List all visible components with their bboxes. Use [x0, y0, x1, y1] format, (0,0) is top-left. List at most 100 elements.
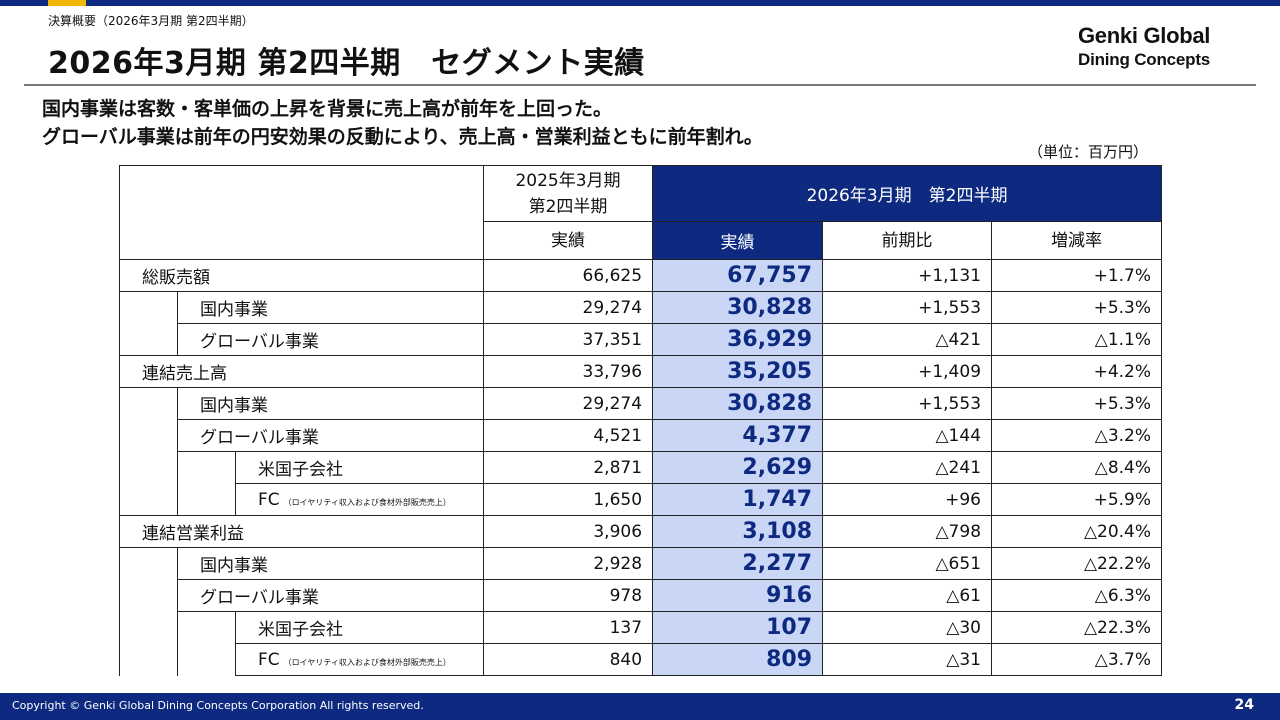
row-label-text: 米国子会社 — [258, 460, 343, 480]
prev-value: 29,274 — [483, 387, 654, 420]
summary-line1: 国内事業は客数・客単価の上昇を背景に売上高が前年を上回った。 — [42, 98, 613, 120]
row-label-text: FC — [258, 649, 280, 670]
prev-value: 66,625 — [483, 259, 654, 292]
page-number: 24 — [1234, 697, 1254, 713]
indent-cell — [119, 291, 178, 324]
row-label-note: （ロイヤリティ収入および食材外部販売売上） — [283, 657, 451, 667]
table-row: FC （ロイヤリティ収入および食材外部販売売上） 840 809 △31 △3.7% — [119, 643, 1163, 676]
col-rate: 増減率 — [991, 221, 1163, 260]
indent-cell — [119, 387, 178, 420]
prev-value: 978 — [483, 579, 654, 612]
prev-value: 37,351 — [483, 323, 654, 356]
rate-value: △8.4% — [991, 451, 1163, 484]
prev-value: 137 — [483, 611, 654, 644]
copyright-text: Copyright © Genki Global Dining Concepts… — [12, 699, 424, 712]
row-label: 国内事業 — [176, 387, 485, 420]
curr-value: 2,629 — [652, 451, 824, 484]
yoy-value: △421 — [822, 323, 993, 356]
rate-value: +5.9% — [991, 483, 1163, 516]
col-yoy: 前期比 — [822, 221, 993, 260]
row-label-text: 国内事業 — [200, 556, 268, 576]
rate-value: △3.2% — [991, 419, 1163, 452]
prev-period-line2: 第2四半期 — [528, 196, 608, 217]
row-label: FC （ロイヤリティ収入および食材外部販売売上） — [234, 483, 485, 516]
curr-value: 36,929 — [652, 323, 824, 356]
curr-value: 107 — [652, 611, 824, 644]
unit-label: （単位：百万円） — [1028, 143, 1149, 161]
yoy-value: +96 — [822, 483, 993, 516]
indent-cell — [119, 483, 178, 516]
yoy-value: △31 — [822, 643, 993, 676]
row-label: 連結売上高 — [118, 355, 485, 388]
row-label-text: グローバル事業 — [200, 332, 319, 352]
yoy-value: △798 — [822, 515, 993, 548]
yoy-value: △144 — [822, 419, 993, 452]
row-label: 国内事業 — [176, 547, 485, 580]
rate-value: +4.2% — [991, 355, 1163, 388]
table-row: 国内事業 29,274 30,828 +1,553 +5.3% — [119, 291, 1163, 324]
breadcrumb: 決算概要（2026年3月期 第2四半期） — [48, 14, 254, 28]
row-label-text: FC — [258, 489, 280, 510]
segment-table: 2025年3月期 第2四半期 2026年3月期 第2四半期 実績 実績 前期比 … — [118, 165, 1163, 676]
prev-value: 840 — [483, 643, 654, 676]
table-row: グローバル事業 4,521 4,377 △144 △3.2% — [119, 419, 1163, 452]
rate-value: +5.3% — [991, 291, 1163, 324]
col-curr-actual: 実績 — [652, 221, 824, 260]
curr-value: 2,277 — [652, 547, 824, 580]
header-divider — [24, 84, 1256, 86]
footer-bar: Copyright © Genki Global Dining Concepts… — [0, 693, 1280, 720]
yoy-value: +1,553 — [822, 387, 993, 420]
row-label: 米国子会社 — [234, 451, 485, 484]
prev-value: 33,796 — [483, 355, 654, 388]
curr-value: 809 — [652, 643, 824, 676]
indent-cell — [177, 483, 236, 516]
yoy-value: △30 — [822, 611, 993, 644]
top-bar — [0, 0, 1280, 6]
rate-value: △1.1% — [991, 323, 1163, 356]
curr-value: 4,377 — [652, 419, 824, 452]
summary-text: 国内事業は客数・客単価の上昇を背景に売上高が前年を上回った。 グローバル事業は前… — [42, 95, 763, 151]
row-label-text: 総販売額 — [142, 268, 210, 288]
row-label: FC （ロイヤリティ収入および食材外部販売売上） — [234, 643, 485, 676]
row-label: グローバル事業 — [176, 419, 485, 452]
row-label-text: 米国子会社 — [258, 620, 343, 640]
logo-line1: Genki Global — [1078, 23, 1211, 48]
row-label: 連結営業利益 — [118, 515, 485, 548]
row-label: グローバル事業 — [176, 579, 485, 612]
prev-value: 4,521 — [483, 419, 654, 452]
yoy-value: +1,131 — [822, 259, 993, 292]
prev-period-line1: 2025年3月期 — [515, 170, 621, 191]
yoy-value: △61 — [822, 579, 993, 612]
rate-value: △22.3% — [991, 611, 1163, 644]
top-bar-accent — [48, 0, 86, 6]
row-label: グローバル事業 — [176, 323, 485, 356]
curr-value: 35,205 — [652, 355, 824, 388]
table-row: 米国子会社 2,871 2,629 △241 △8.4% — [119, 451, 1163, 484]
yoy-value: △651 — [822, 547, 993, 580]
curr-value: 30,828 — [652, 387, 824, 420]
indent-cell — [119, 323, 178, 356]
indent-cell — [119, 611, 178, 644]
curr-value: 30,828 — [652, 291, 824, 324]
table-body: 総販売額 66,625 67,757 +1,131 +1.7% 国内事業 29,274 30,… — [118, 259, 1163, 676]
prev-value: 1,650 — [483, 483, 654, 516]
rate-value: △3.7% — [991, 643, 1163, 676]
table-row: 米国子会社 137 107 △30 △22.3% — [119, 611, 1163, 644]
indent-cell — [119, 419, 178, 452]
page-title: 2026年3月期 第2四半期 セグメント実績 — [48, 46, 645, 81]
indent-cell — [177, 611, 236, 644]
rate-value: +1.7% — [991, 259, 1163, 292]
indent-cell — [119, 579, 178, 612]
prev-value: 29,274 — [483, 291, 654, 324]
curr-period-header: 2026年3月期 第2四半期 — [652, 165, 1163, 222]
prev-value: 2,871 — [483, 451, 654, 484]
indent-cell — [119, 643, 178, 676]
rate-value: △6.3% — [991, 579, 1163, 612]
table-row: FC （ロイヤリティ収入および食材外部販売売上） 1,650 1,747 +96 +5.9… — [119, 483, 1163, 516]
row-label-text: 連結売上高 — [142, 364, 227, 384]
table-row: 国内事業 29,274 30,828 +1,553 +5.3% — [119, 387, 1163, 420]
row-label-text: 連結営業利益 — [142, 524, 244, 544]
prev-value: 2,928 — [483, 547, 654, 580]
yoy-value: +1,409 — [822, 355, 993, 388]
table-row: 国内事業 2,928 2,277 △651 △22.2% — [119, 547, 1163, 580]
